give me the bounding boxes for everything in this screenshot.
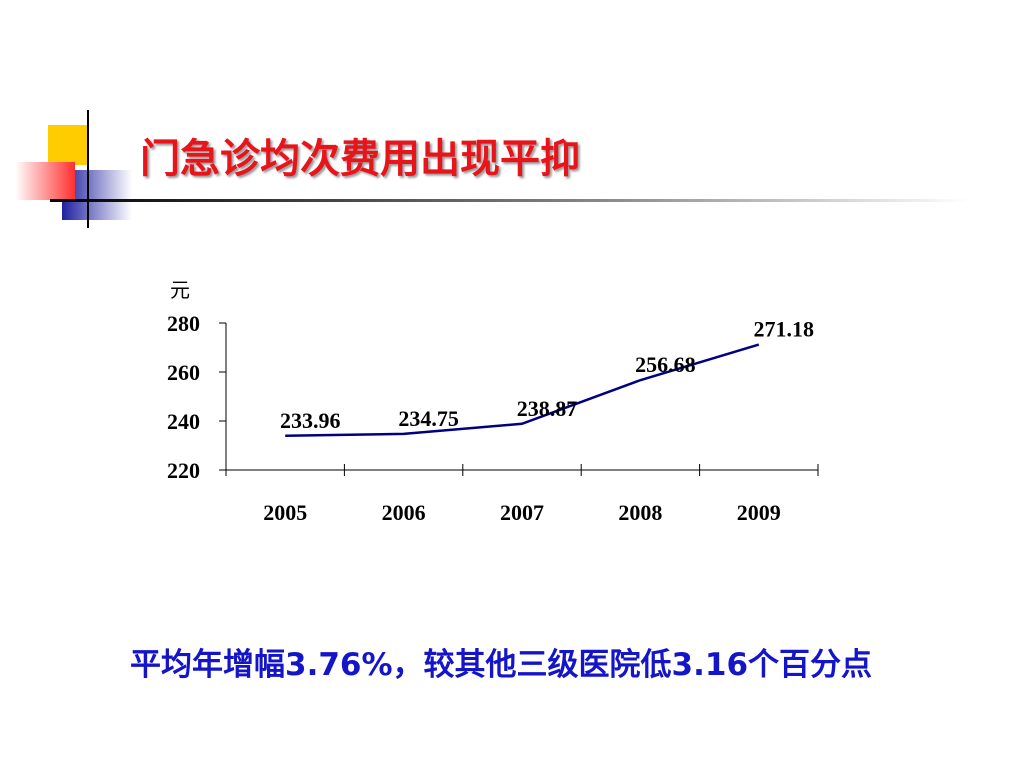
line xyxy=(285,343,760,438)
x-tick-label: 2009 xyxy=(737,500,781,525)
chart-title: 门急诊均次费用出现平抑 xyxy=(140,136,580,182)
data-label: 234.75 xyxy=(398,406,459,431)
y-tick-label: 220 xyxy=(167,458,200,483)
data-label: 271.18 xyxy=(754,317,815,342)
y-tick-label: 260 xyxy=(167,360,200,385)
y-tick-label: 240 xyxy=(167,409,200,434)
x-tick-label: 2006 xyxy=(382,500,426,525)
y-tick-label: 280 xyxy=(167,311,200,336)
data-label: 256.68 xyxy=(635,352,696,377)
x-tick-label: 2005 xyxy=(263,500,307,525)
x-tick-label: 2007 xyxy=(500,500,544,525)
deco-line xyxy=(50,199,970,202)
x-tick-label: 2008 xyxy=(618,500,662,525)
deco-square xyxy=(15,162,75,200)
deco-square xyxy=(48,125,88,165)
y-axis-label: 元 xyxy=(170,278,190,302)
data-label: 238.87 xyxy=(517,396,578,421)
data-label: 233.96 xyxy=(280,408,341,433)
annotation: 平均年增幅3.76%，较其他三级医院低3.16个百分点 xyxy=(130,647,873,683)
